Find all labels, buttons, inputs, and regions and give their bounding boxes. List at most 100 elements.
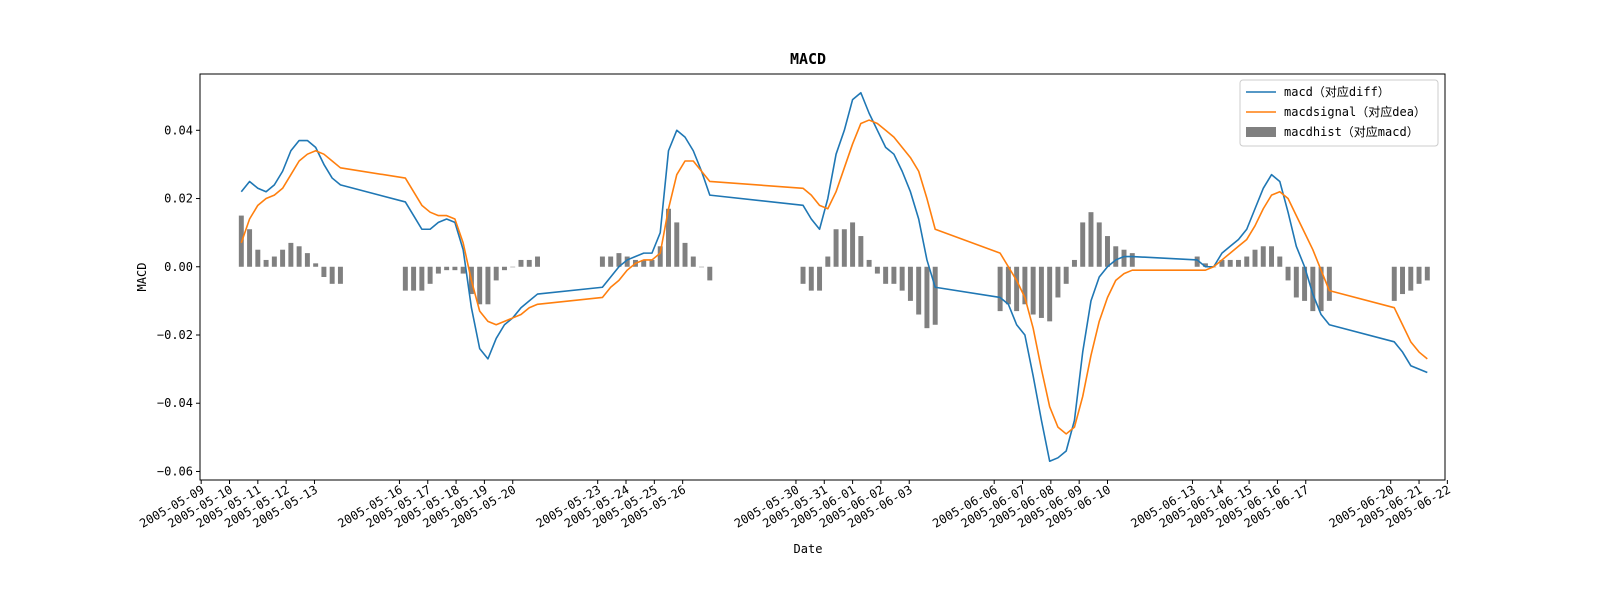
hist-bar xyxy=(616,253,622,267)
hist-bar xyxy=(1005,266,1011,305)
hist-bar xyxy=(1105,236,1110,267)
hist-bar xyxy=(1408,266,1414,291)
hist-bar xyxy=(1424,266,1430,281)
hist-bar xyxy=(1236,259,1241,267)
hist-bar xyxy=(1293,266,1299,298)
hist-bar xyxy=(510,266,516,268)
hist-bar xyxy=(808,266,814,291)
hist-bar xyxy=(1063,266,1069,284)
hist-bar xyxy=(337,266,343,284)
hist-bar xyxy=(833,229,839,267)
hist-bar xyxy=(1260,246,1266,267)
hist-bar xyxy=(435,266,441,274)
hist-bar xyxy=(501,266,507,271)
hist-bar xyxy=(1391,266,1397,301)
hist-bar xyxy=(874,266,880,274)
hist-bar xyxy=(1285,266,1291,281)
hist-bar xyxy=(817,266,823,291)
hist-bar xyxy=(1269,246,1275,267)
hist-bar xyxy=(1244,256,1250,267)
y-tick-label: 0.00 xyxy=(164,260,193,274)
hist-bar xyxy=(924,266,930,329)
hist-bar xyxy=(477,266,483,305)
hist-bar xyxy=(402,266,408,291)
legend-label: macdsignal（对应dea） xyxy=(1284,104,1426,119)
hist-bar xyxy=(1219,259,1225,267)
hist-bar xyxy=(641,259,647,267)
signal-line xyxy=(240,119,1428,435)
hist-bar xyxy=(707,266,713,281)
hist-bar xyxy=(1252,249,1258,267)
hist-bar xyxy=(1416,266,1422,284)
hist-bar xyxy=(535,256,540,267)
y-axis-label: MACD xyxy=(135,263,149,292)
hist-bar xyxy=(1080,222,1086,267)
hist-bar xyxy=(427,266,433,284)
hist-bar xyxy=(1277,256,1283,267)
y-tick-label: 0.02 xyxy=(164,192,193,206)
hist-bar xyxy=(419,266,425,291)
hist-bar xyxy=(1400,266,1405,295)
hist-bar xyxy=(1227,259,1233,267)
hist-bar xyxy=(997,266,1003,312)
chart-title: MACD xyxy=(790,50,826,68)
hist-bar xyxy=(899,266,905,291)
hist-bar xyxy=(858,236,864,267)
hist-bar xyxy=(321,266,327,277)
hist-bar xyxy=(1202,263,1208,267)
y-tick-label: 0.04 xyxy=(164,123,193,137)
hist-bar xyxy=(329,266,335,284)
hist-bar xyxy=(485,266,491,305)
hist-bar xyxy=(841,229,847,267)
hist-bar xyxy=(460,266,466,274)
hist-bar xyxy=(699,266,705,268)
legend-box xyxy=(1239,79,1439,147)
hist-bar xyxy=(1014,266,1020,312)
y-tick-label: −0.04 xyxy=(157,396,193,410)
hist-bar xyxy=(907,266,913,301)
hist-bar xyxy=(1038,266,1044,318)
hist-bar xyxy=(932,266,938,325)
legend-bar-swatch xyxy=(1246,127,1276,137)
hist-bar xyxy=(599,256,605,267)
hist-bar xyxy=(452,266,458,271)
hist-bar xyxy=(891,266,897,284)
hist-bar xyxy=(1121,249,1127,267)
hist-bar xyxy=(411,266,417,291)
hist-bar xyxy=(690,256,696,267)
hist-bar xyxy=(247,229,253,267)
hist-bar xyxy=(1326,266,1332,301)
hist-bar xyxy=(444,266,450,271)
hist-bar xyxy=(263,259,269,267)
hist-bar xyxy=(649,259,655,267)
hist-bar xyxy=(1071,259,1077,267)
hist-bar xyxy=(1030,266,1036,315)
hist-bar xyxy=(518,259,524,267)
hist-bar xyxy=(1318,266,1324,312)
hist-bar xyxy=(280,249,286,267)
hist-bar xyxy=(1194,256,1200,267)
hist-bar xyxy=(800,266,806,284)
hist-bar xyxy=(304,253,310,267)
hist-bar xyxy=(526,259,532,267)
hist-bar xyxy=(883,266,889,284)
hist-bar xyxy=(1088,212,1094,267)
hist-bar xyxy=(1096,222,1102,267)
hist-bar xyxy=(608,256,614,267)
hist-bar xyxy=(296,246,302,267)
hist-bar xyxy=(682,242,688,267)
hist-bar xyxy=(850,222,856,267)
hist-bar xyxy=(1129,253,1135,267)
plot-frame xyxy=(199,73,1446,481)
hist-bar xyxy=(657,246,663,267)
hist-bar xyxy=(825,256,831,267)
hist-bar xyxy=(624,256,630,267)
x-axis-label: Date xyxy=(794,542,823,556)
hist-bar xyxy=(1055,266,1061,298)
hist-bar xyxy=(255,249,261,267)
legend-label: macd（对应diff） xyxy=(1284,84,1390,99)
hist-bar xyxy=(288,242,294,267)
macd-line xyxy=(240,91,1428,463)
